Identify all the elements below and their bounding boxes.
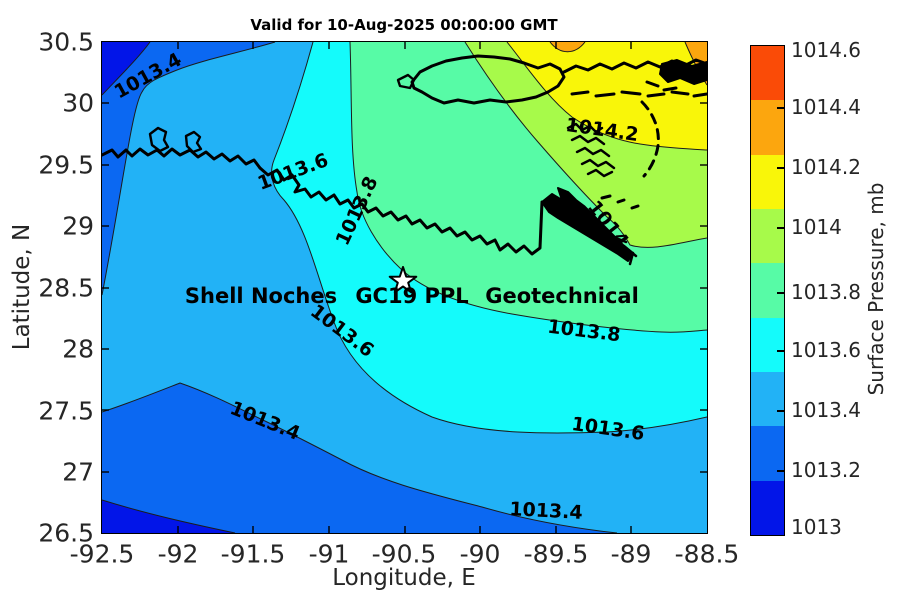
colorbar-tick-mark xyxy=(777,107,784,109)
colorbar-tick-label: 1014 xyxy=(791,215,842,239)
colorbar-segment xyxy=(751,263,784,318)
y-tick-label: 27 xyxy=(62,457,94,487)
colorbar-tick-label: 1013.4 xyxy=(791,398,861,422)
x-tick-label: -91 xyxy=(308,539,350,569)
colorbar-segment xyxy=(751,46,784,101)
x-tick-label: -92.5 xyxy=(69,539,135,569)
y-tick-label: 26.5 xyxy=(38,518,94,548)
x-tick-label: -90 xyxy=(459,539,501,569)
axis-tick-marks xyxy=(102,42,707,533)
colorbar-segment xyxy=(751,100,784,155)
chandeleur-islands xyxy=(640,100,660,178)
colorbar-tick-label: 1014.6 xyxy=(791,38,861,62)
colorbar-tick-label: 1013.2 xyxy=(791,458,861,482)
contour-label: 1013.4 xyxy=(508,498,584,524)
lake-pontchartrain xyxy=(410,54,566,105)
plot-area xyxy=(100,41,709,534)
colorbar-tick-label: 1013 xyxy=(791,515,842,539)
colorbar-label: Surface Pressure, mb xyxy=(864,182,888,396)
region-1013.8-1014 xyxy=(350,42,707,333)
colorbar xyxy=(750,45,785,536)
site-label-geotechnical: Geotechnical xyxy=(485,284,639,308)
y-tick-label: 29.5 xyxy=(38,150,94,180)
contour-map xyxy=(100,41,709,534)
coastline xyxy=(100,54,709,266)
colorbar-tick-mark xyxy=(777,227,784,229)
site-label-shell-noches: Shell Noches xyxy=(184,284,338,308)
x-tick-label: -92 xyxy=(157,539,199,569)
colorbar-segment xyxy=(751,208,784,264)
y-axis-label: Latitude, N xyxy=(9,223,35,351)
colorbar-segment xyxy=(751,154,784,209)
colorbar-tick-label: 1013.6 xyxy=(791,338,861,362)
x-tick-label: -88.5 xyxy=(674,539,740,569)
colorbar-tick-mark xyxy=(777,470,784,472)
y-tick-label: 28 xyxy=(62,334,94,364)
colorbar-tick-mark xyxy=(777,410,784,412)
colorbar-tick-label: 1013.8 xyxy=(791,280,861,304)
x-tick-label: -90.5 xyxy=(371,539,437,569)
x-tick-label: -91.5 xyxy=(220,539,286,569)
site-label-gc19-ppl: GC19 PPL xyxy=(355,284,469,308)
colorbar-segment xyxy=(751,371,784,427)
region-1013.2-1013.4-south xyxy=(102,383,617,533)
colorbar-segment xyxy=(751,480,784,535)
y-tick-label: 28.5 xyxy=(38,273,94,303)
star-marker xyxy=(388,266,418,294)
colorbar-tick-mark xyxy=(777,167,784,169)
colorbar-tick-mark xyxy=(777,292,784,294)
x-axis-label: Longitude, E xyxy=(332,565,476,591)
colorbar-tick-mark xyxy=(777,350,784,352)
x-tick-label: -89 xyxy=(610,539,652,569)
x-tick-label: -89.5 xyxy=(523,539,589,569)
region-1014-1014.2 xyxy=(465,42,707,248)
region-below-1013.2-sw xyxy=(102,500,235,533)
y-tick-label: 27.5 xyxy=(38,396,94,426)
colorbar-segment xyxy=(751,317,784,372)
colorbar-segment xyxy=(751,426,784,481)
y-tick-label: 30 xyxy=(62,88,94,118)
region-1013.6-1013.8 xyxy=(271,42,707,434)
y-tick-label: 29 xyxy=(62,211,94,241)
colorbar-tick-label: 1014.2 xyxy=(791,155,861,179)
y-tick-label: 30.5 xyxy=(38,27,94,57)
plot-title: Valid for 10-Aug-2025 00:00:00 GMT xyxy=(250,16,558,34)
colorbar-tick-label: 1014.4 xyxy=(791,95,861,119)
